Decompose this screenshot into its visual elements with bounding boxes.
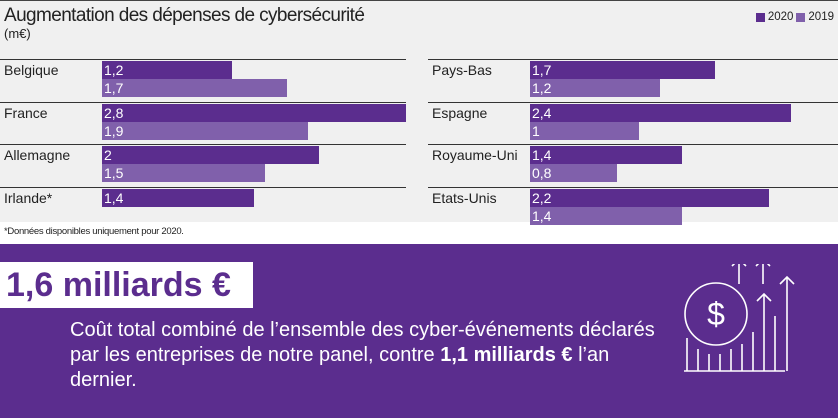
country-label: Allemagne xyxy=(4,147,71,163)
bar-2020: 2 xyxy=(102,146,320,164)
bar-2019: 1,4 xyxy=(530,206,683,225)
previous-year-figure: 1,1 milliards € xyxy=(440,344,573,366)
bar-2020: 2,8 xyxy=(102,103,407,122)
bar-2019: 1,2 xyxy=(530,79,661,97)
country-label: France xyxy=(4,104,48,121)
description-text: Coût total combiné de l’ensemble des cyb… xyxy=(70,319,655,366)
svg-text:$: $ xyxy=(707,296,725,332)
description-text-end: l’an dernier. xyxy=(70,344,610,391)
bar-2019: 1,9 xyxy=(102,121,309,140)
country-label: Espagne xyxy=(432,104,488,121)
total-cost-figure: 1,6 milliards € xyxy=(0,262,253,308)
bar-2019: 1,7 xyxy=(102,79,287,97)
bar-2019: 0,8 xyxy=(530,164,617,182)
chart-group-right: Pays-Bas 1,7 1,2 Espagne 2,4 1 Royaume-Uni 1,4 0… xyxy=(428,59,838,229)
country-label: Etats-Unis xyxy=(432,189,497,206)
bar-2020: 1,7 xyxy=(530,61,715,79)
chart-title: Augmentation des dépenses de cybersécuri… xyxy=(4,5,365,26)
bar-2020: 1,4 xyxy=(102,188,255,207)
chart-unit: (m€) xyxy=(4,26,31,41)
bar-2019: 1,5 xyxy=(102,164,265,182)
legend-label-2020: 2020 xyxy=(767,11,794,23)
country-label: Royaume-Uni xyxy=(432,147,518,163)
chart-group-left: Belgique 1,2 1,7 France 2,8 1,9 Allemagne 2 1,5 I… xyxy=(0,59,407,230)
bar-2020: 2,4 xyxy=(530,103,791,122)
legend: 2020 2019 xyxy=(755,11,834,23)
country-label: Pays-Bas xyxy=(432,62,492,78)
country-label: Belgique xyxy=(4,62,59,78)
legend-swatch-2019 xyxy=(796,12,806,22)
legend-label-2019: 2019 xyxy=(808,11,834,23)
chart-row: Irlande* 1,4 xyxy=(0,186,406,230)
bar-2020: 2,2 xyxy=(530,188,769,207)
footnote: *Données disponibles uniquement pour 202… xyxy=(4,226,184,237)
dollar-growth-icon: $ xyxy=(684,264,795,372)
chart-row: Royaume-Uni 1,4 0,8 xyxy=(428,144,838,187)
chart-row: Pays-Bas 1,7 1,2 xyxy=(428,59,838,102)
chart-row: Allemagne 2 1,5 xyxy=(0,144,406,187)
legend-swatch-2020 xyxy=(755,12,765,22)
chart-row: Etats-Unis 2,2 1,4 xyxy=(428,186,838,230)
chart-row: Belgique 1,2 1,7 xyxy=(0,59,406,102)
chart-row: Espagne 2,4 1 xyxy=(428,101,838,145)
bar-2020: 1,2 xyxy=(102,61,233,79)
chart-row: France 2,8 1,9 xyxy=(0,101,407,145)
chart-panel: Augmentation des dépenses de cybersécuri… xyxy=(0,0,838,237)
highlight-band: 1,6 milliards € Coût total combiné de l’… xyxy=(0,244,838,418)
bar-2019: 1 xyxy=(530,121,639,140)
total-cost-description: Coût total combiné de l’ensemble des cyb… xyxy=(70,318,670,393)
bar-2020: 1,4 xyxy=(530,146,683,164)
country-label: Irlande* xyxy=(4,189,53,206)
